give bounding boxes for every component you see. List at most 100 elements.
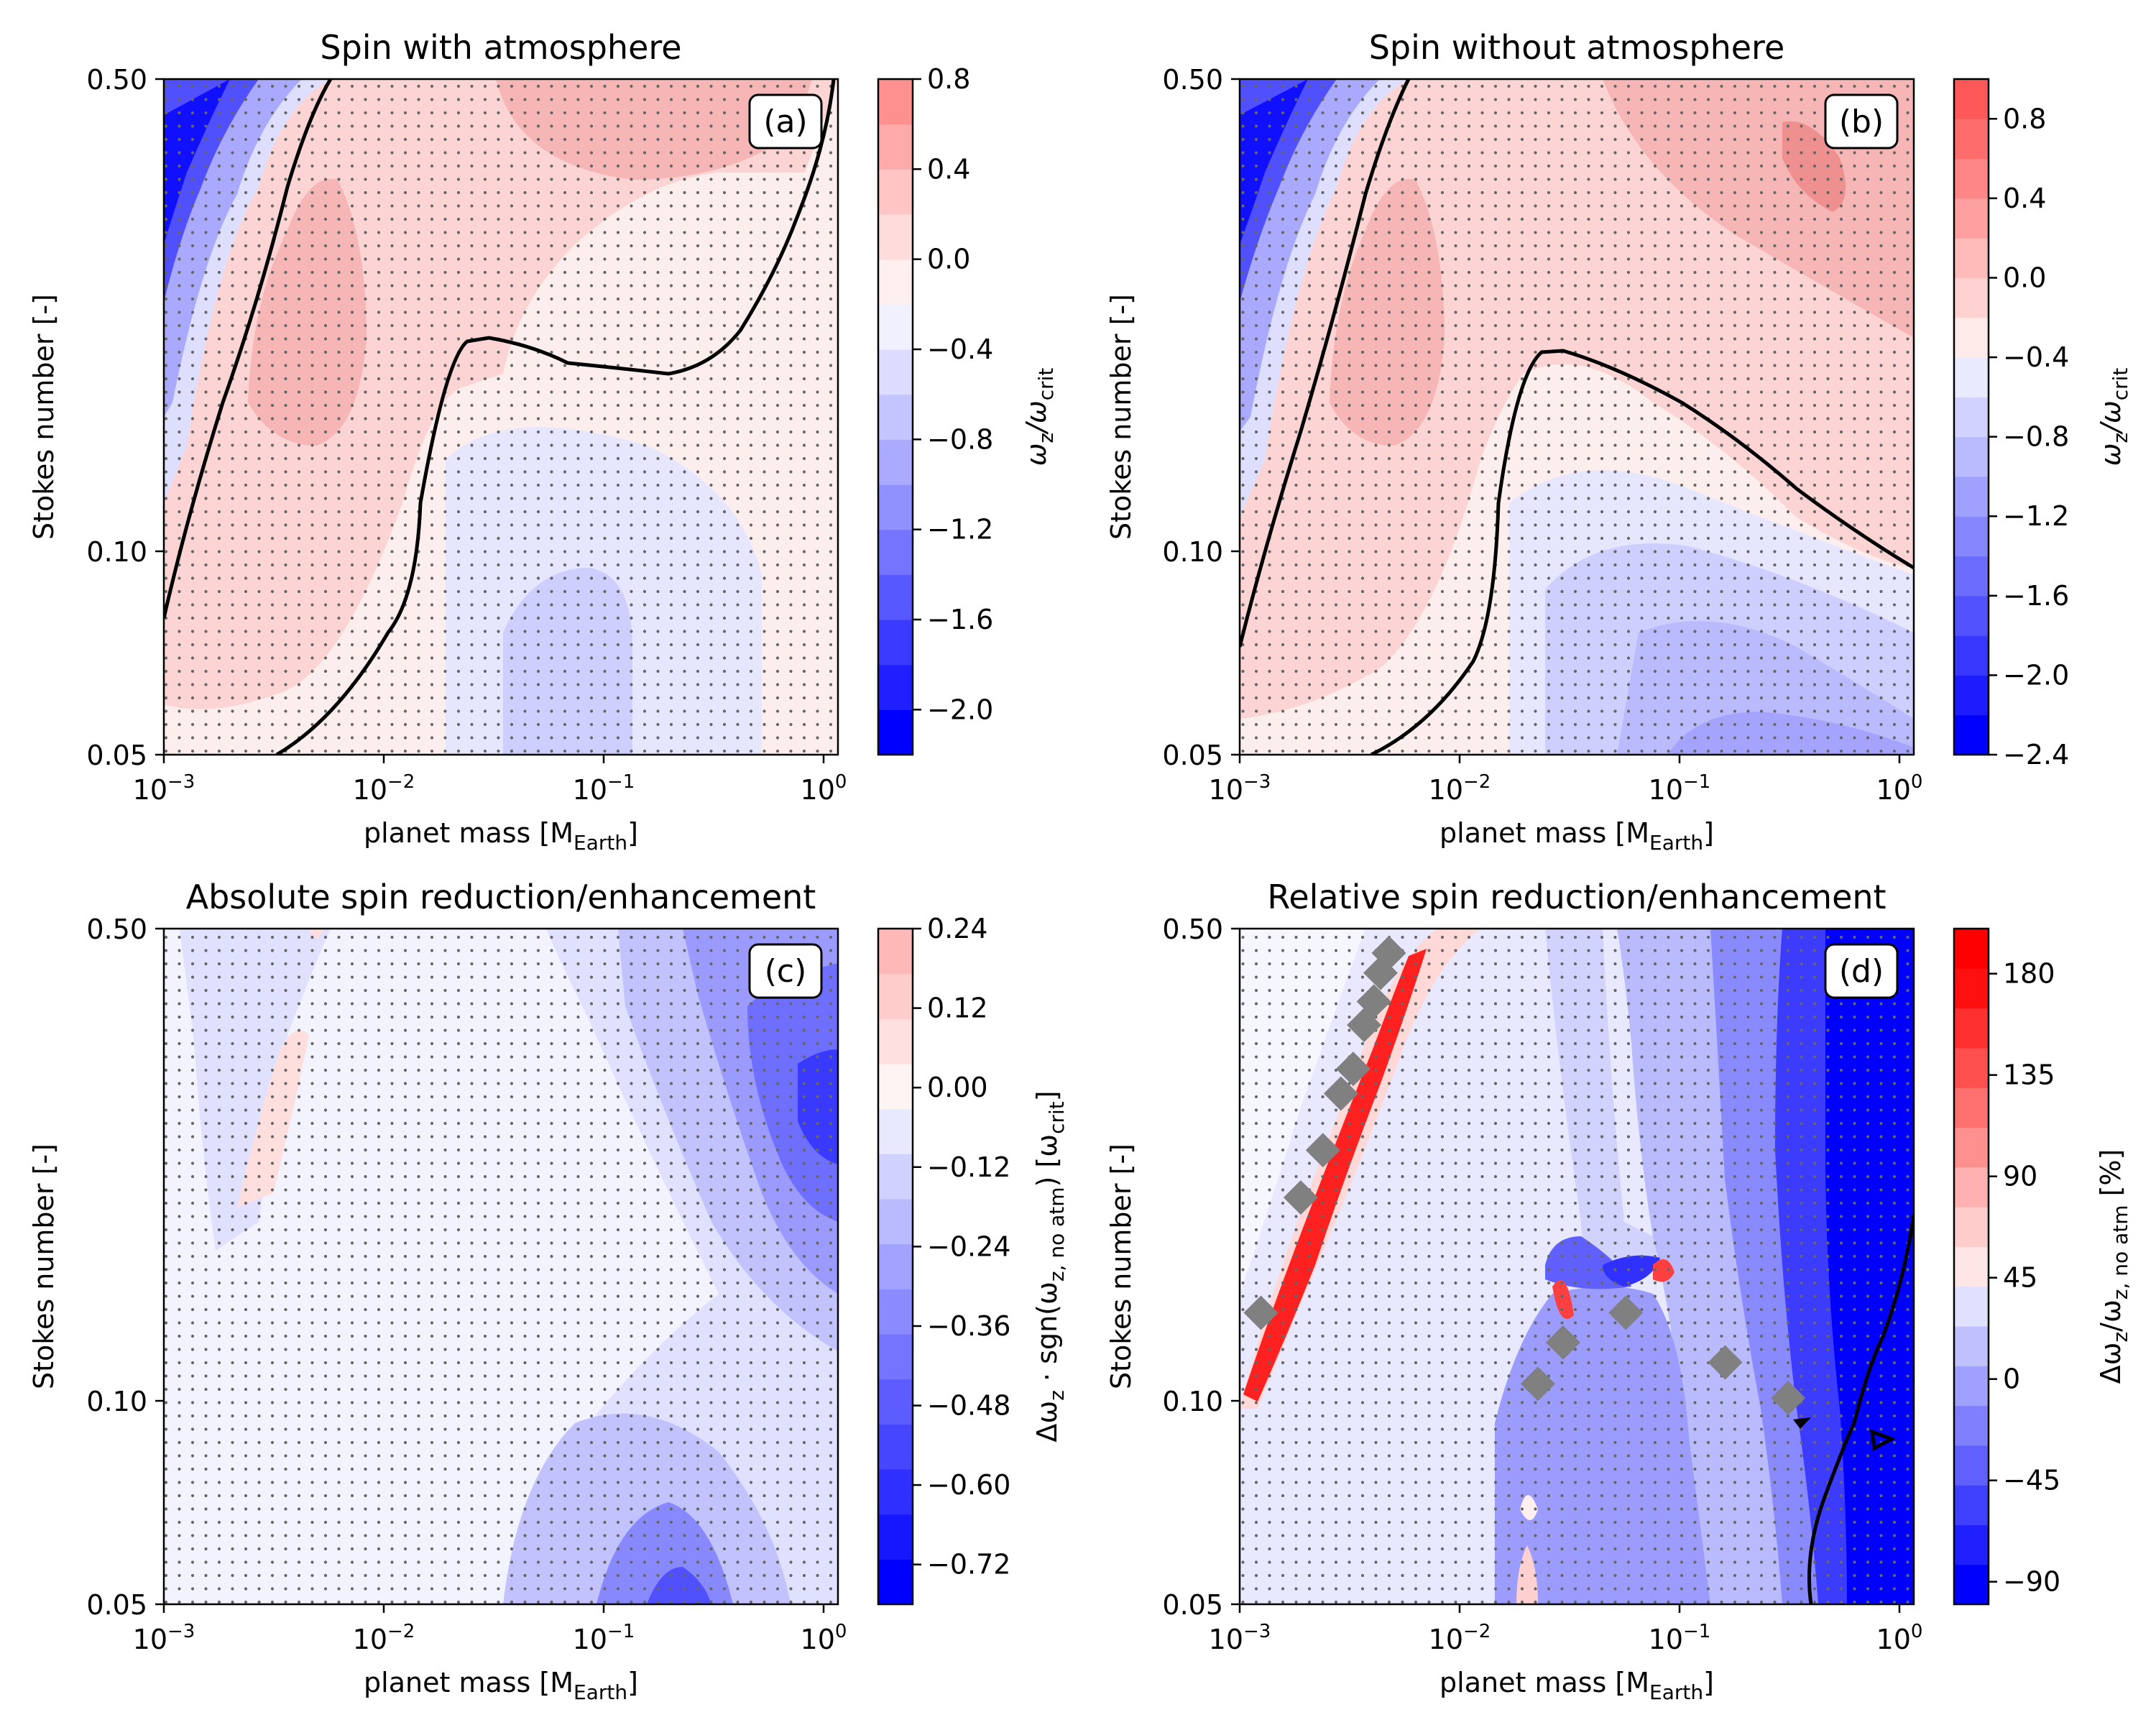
colorbar-segment (878, 1379, 913, 1425)
diamond-marker (1305, 1133, 1340, 1168)
colorbar-segment (1954, 397, 1989, 438)
colorbar-segment (1954, 1047, 1989, 1088)
colorbar-segment (1954, 1207, 1989, 1247)
panel-b-ytick-label: 0.10 (1162, 536, 1223, 568)
colorbar-tick-label: 0.8 (927, 63, 970, 95)
panel-d-x-ticks: 10−3 10−2 10−1 100 (1209, 1604, 1923, 1655)
diamond-marker (1283, 1180, 1318, 1215)
colorbar-segment (1954, 1524, 1989, 1565)
panel-d-zero-contour (1807, 1214, 1914, 1604)
colorbar-segment (878, 1514, 913, 1560)
panel-c-ytick-label: 0.10 (86, 1386, 147, 1417)
panel-a-x-ticks: 10−3 10−2 10−1 100 (133, 755, 847, 806)
colorbar-segment (1954, 635, 1989, 676)
panel-b-ylabel: Stokes number [-] (1105, 294, 1137, 540)
panel-b-zero-contour-2 (1370, 349, 1914, 755)
panel-b-x-ticks: 10−3 10−2 10−1 100 (1209, 755, 1923, 806)
panel-b-y-ticks: 0.50 0.10 0.05 (1162, 64, 1240, 771)
colorbar-segment (1954, 119, 1989, 160)
panel-c-ytick-label: 0.50 (86, 914, 147, 945)
colorbar-segment (878, 1199, 913, 1245)
colorbar-tick-label: −0.12 (927, 1151, 1010, 1183)
colorbar-segment (1954, 675, 1989, 716)
panel-c-ylabel: Stokes number [-] (28, 1144, 60, 1389)
panel-b-xtick-1: 10−2 (1429, 771, 1491, 806)
colorbar-segment (878, 1018, 913, 1064)
panel-b-ytick-label: 0.05 (1162, 740, 1223, 771)
panel-a-zero-contour-2 (275, 79, 836, 755)
panel-d: Relative spin reduction/enhancement (1105, 878, 2060, 1704)
panel-b-xtick-0: 10−3 (1209, 771, 1271, 806)
panel-b-frame (1238, 78, 1915, 756)
panel-c-title: Absolute spin reduction/enhancement (186, 878, 816, 916)
colorbar-segment (878, 1424, 913, 1470)
panel-a-ytick-label: 0.05 (86, 740, 147, 771)
colorbar-tick-label: 180 (2003, 958, 2055, 990)
panel-c-colorbar: 0.24 0.12 0.00 −0.12 −0.24 −0.36 −0.48 −0.60 −0.… (877, 913, 1010, 1606)
colorbar-segment (878, 1154, 913, 1200)
panel-c-significance-dots (164, 929, 838, 1604)
panel-b-label: (b) (1839, 104, 1884, 140)
panel-d-diamond-markers (1243, 936, 1806, 1415)
colorbar-segment (878, 973, 913, 1019)
colorbar-segment (1954, 357, 1989, 397)
panel-c-label-box: (c) (748, 943, 823, 999)
panel-d-ylabel: Stokes number [-] (1105, 1144, 1137, 1389)
diamond-marker (1323, 1076, 1358, 1111)
colorbar-segment (1954, 79, 1989, 119)
diamond-marker (1243, 1295, 1279, 1330)
colorbar-tick-label: −0.8 (2003, 421, 2069, 453)
colorbar-segment (878, 79, 913, 125)
colorbar-tick-label: −90 (2003, 1566, 2060, 1598)
colorbar-segment (1954, 556, 1989, 597)
colorbar-segment (878, 484, 913, 530)
colorbar-tick-label: −2.0 (2003, 659, 2069, 691)
colorbar-segment (878, 304, 913, 350)
panel-d-xtick-3: 100 (1876, 1621, 1923, 1655)
colorbar-segment (878, 1334, 913, 1380)
colorbar-tick-label: 0.4 (927, 153, 970, 185)
panel-a-ytick-label: 0.10 (86, 536, 147, 568)
colorbar-segment (878, 394, 913, 440)
colorbar-segment (878, 349, 913, 395)
colorbar-segment (1954, 1485, 1989, 1526)
panel-b-xtick-2: 10−1 (1649, 771, 1711, 806)
colorbar-tick-label: 0.0 (2003, 262, 2046, 293)
colorbar-segment (878, 439, 913, 485)
colorbar-tick-label: 0.12 (927, 993, 988, 1024)
colorbar-segment (1954, 595, 1989, 636)
panel-a: Spin with atmosphere (a) 10−3 (28, 28, 993, 855)
panel-c-label: (c) (765, 953, 807, 990)
colorbar-tick-label: 135 (2003, 1059, 2055, 1091)
colorbar-segment (878, 1469, 913, 1515)
panel-d-ytick-label: 0.10 (1162, 1386, 1223, 1417)
colorbar-segment (1954, 238, 1989, 279)
colorbar-segment (878, 1064, 913, 1110)
panel-b-xtick-3: 100 (1876, 771, 1923, 806)
colorbar-tick-label: −1.2 (2003, 500, 2069, 532)
panel-b-colorbar-label: ωz/ωcrit (2095, 368, 2132, 466)
panel-d-title: Relative spin reduction/enhancement (1267, 878, 1886, 916)
colorbar-segment (1954, 198, 1989, 239)
colorbar-tick-label: −0.4 (927, 334, 993, 365)
colorbar-segment (1954, 516, 1989, 557)
colorbar-tick-label: −0.24 (927, 1230, 1010, 1262)
panel-d-y-ticks: 0.50 0.10 0.05 (1162, 914, 1240, 1621)
panel-d-significance-dots (1240, 929, 1914, 1604)
diamond-marker (1771, 1380, 1806, 1415)
panel-a-xlabel: planet mass [MEarth] (364, 817, 638, 855)
colorbar-segment (1954, 436, 1989, 477)
colorbar-segment (1954, 1325, 1989, 1366)
colorbar-segment (878, 1289, 913, 1335)
colorbar-segment (1954, 1445, 1989, 1486)
panel-d-xtick-0: 10−3 (1209, 1621, 1271, 1655)
panel-d-xtick-1: 10−2 (1429, 1621, 1491, 1655)
panel-c-xtick-3: 100 (801, 1621, 847, 1655)
panel-c: Absolute spin reduction/enhancement (c) (28, 878, 1010, 1704)
panel-a-label: (a) (763, 104, 807, 140)
panel-b-significance-dots (1240, 79, 1914, 755)
panel-a-ylabel: Stokes number [-] (28, 294, 60, 540)
colorbar-segment (1954, 317, 1989, 358)
colorbar-segment (1954, 929, 1989, 969)
